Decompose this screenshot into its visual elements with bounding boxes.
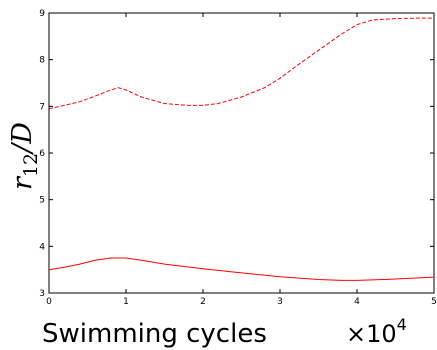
x-tick-label: 2	[200, 297, 206, 307]
y-axis-label-tail: /D	[7, 122, 38, 156]
y-tick-label: 4	[39, 242, 45, 252]
x-axis-label: Swimming cycles	[42, 319, 267, 349]
x-axis-multiplier-exponent: 4	[397, 315, 407, 334]
x-tick-label: 3	[277, 297, 283, 307]
x-tick-label: 1	[123, 297, 129, 307]
x-tick-label: 0	[46, 297, 52, 307]
plot-frame	[48, 12, 435, 294]
y-tick-label: 5	[39, 196, 45, 206]
x-axis-multiplier: ×104	[346, 315, 407, 348]
series-line-solid	[48, 257, 435, 281]
x-tick-label: 5	[431, 297, 437, 307]
y-tick-label: 8	[39, 56, 45, 66]
x-tick-label: 4	[354, 297, 360, 307]
y-tick-label: 3	[39, 289, 45, 299]
series-line-dashed	[48, 17, 434, 110]
y-axis-label-subscript: 12	[20, 153, 42, 177]
x-axis-multiplier-base: ×10	[346, 320, 397, 348]
y-tick-label: 7	[39, 102, 45, 112]
y-tick-label: 9	[39, 9, 45, 19]
y-axis-label-main: r	[7, 175, 38, 190]
y-axis-label: r12/D	[7, 122, 42, 190]
y-tick-label: 6	[39, 149, 45, 159]
